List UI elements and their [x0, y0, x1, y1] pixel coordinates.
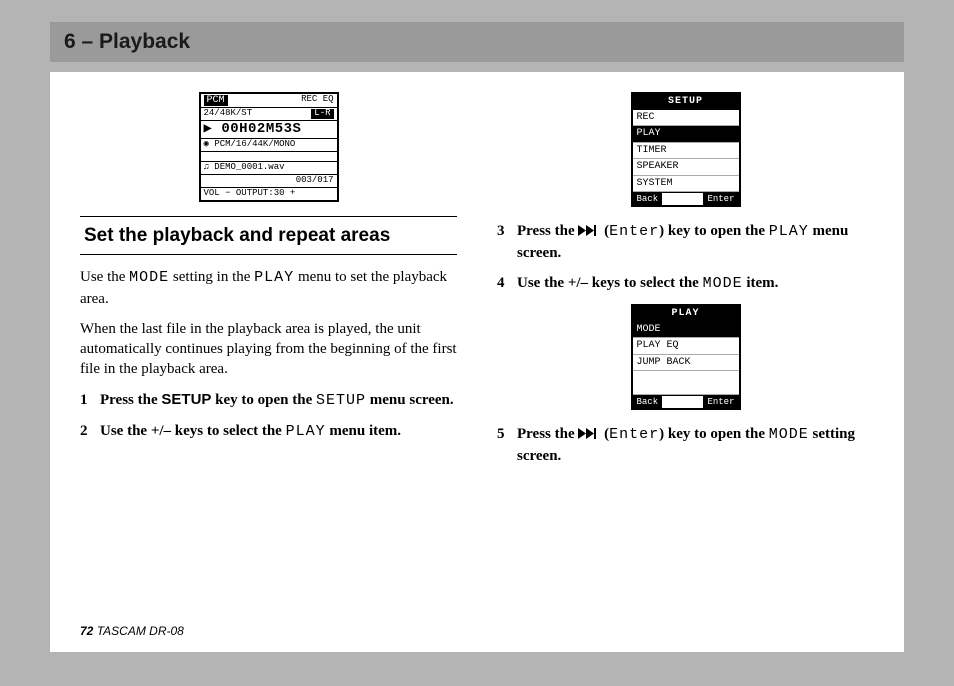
- lcd-menu-item: PLAY EQ: [633, 338, 739, 355]
- mode-label: MODE: [703, 275, 743, 292]
- lcd-setup-menu: SETUP REC PLAY TIMER SPEAKER SYSTEM Back…: [631, 92, 741, 207]
- lcd-menu-item: JUMP BACK: [633, 355, 739, 372]
- step-5: 5 Press the (Enter) key to open the MODE…: [497, 424, 874, 466]
- step-number: 4: [497, 273, 517, 294]
- lcd-menu-footer: Back Enter: [633, 192, 739, 205]
- lcd-volume: VOL − OUTPUT:30 +: [201, 188, 337, 200]
- lcd-back-label: Back: [633, 193, 663, 205]
- lcd-menu-item: SYSTEM: [633, 176, 739, 193]
- chapter-title: 6 – Playback: [64, 30, 190, 53]
- right-column: SETUP REC PLAY TIMER SPEAKER SYSTEM Back…: [497, 92, 874, 614]
- lcd-menu-item: TIMER: [633, 143, 739, 160]
- lcd-main-wrap: PCM REC EQ 24/48K/ST L-R ▶ 00H02M53S ◉ P…: [80, 92, 457, 202]
- lcd-setup-title: SETUP: [633, 94, 739, 110]
- step-number: 1: [80, 390, 100, 411]
- mode-label: MODE: [769, 426, 809, 443]
- setup-menu-label: SETUP: [316, 392, 366, 409]
- step-number: 2: [80, 421, 100, 442]
- page-number: 72: [80, 624, 93, 638]
- lcd-play-title: PLAY: [633, 306, 739, 322]
- left-column: PCM REC EQ 24/48K/ST L-R ▶ 00H02M53S ◉ P…: [80, 92, 457, 614]
- step-number: 3: [497, 221, 517, 263]
- lcd-main-screen: PCM REC EQ 24/48K/ST L-R ▶ 00H02M53S ◉ P…: [199, 92, 339, 202]
- step-body: Use the +/– keys to select the PLAY menu…: [100, 421, 457, 442]
- step-3: 3 Press the (Enter) key to open the PLAY…: [497, 221, 874, 263]
- chapter-header: 6 – Playback: [50, 22, 904, 62]
- lcd-menu-item-selected: MODE: [633, 322, 739, 339]
- page-content: PCM REC EQ 24/48K/ST L-R ▶ 00H02M53S ◉ P…: [50, 72, 904, 652]
- lcd-receq: REC EQ: [301, 95, 333, 106]
- lcd-menu-item: SPEAKER: [633, 159, 739, 176]
- section-heading: Set the playback and repeat areas: [80, 216, 457, 256]
- two-column-layout: PCM REC EQ 24/48K/ST L-R ▶ 00H02M53S ◉ P…: [80, 92, 874, 614]
- play-label: PLAY: [769, 223, 809, 240]
- step-1: 1 Press the SETUP key to open the SETUP …: [80, 390, 457, 411]
- play-label: PLAY: [254, 269, 294, 286]
- lcd-back-label: Back: [633, 396, 663, 408]
- step-2: 2 Use the +/– keys to select the PLAY me…: [80, 421, 457, 442]
- mode-label: MODE: [129, 269, 169, 286]
- page-footer: 72 TASCAM DR-08: [80, 614, 874, 638]
- product-name: TASCAM DR-08: [97, 624, 184, 638]
- fast-forward-icon: [578, 225, 600, 236]
- lcd-format: 24/48K/ST: [204, 109, 253, 119]
- lcd-play-wrap: PLAY MODE PLAY EQ JUMP BACK Back Enter: [497, 304, 874, 410]
- lcd-menu-footer: Back Enter: [633, 395, 739, 408]
- lcd-play-menu: PLAY MODE PLAY EQ JUMP BACK Back Enter: [631, 304, 741, 410]
- enter-label: Enter: [609, 426, 659, 443]
- lcd-filename: ♫ DEMO_0001.wav: [201, 162, 337, 175]
- paragraph-1: Use the MODE setting in the PLAY menu to…: [80, 267, 457, 309]
- step-number: 5: [497, 424, 517, 466]
- step-body: Press the SETUP key to open the SETUP me…: [100, 390, 457, 411]
- fast-forward-icon: [578, 428, 600, 439]
- enter-label: Enter: [609, 223, 659, 240]
- lcd-lr: L-R: [311, 109, 333, 119]
- lcd-menu-item: REC: [633, 110, 739, 127]
- lcd-format2: ◉ PCM/16/44K/MONO: [201, 139, 337, 152]
- step-body: Use the +/– keys to select the MODE item…: [517, 273, 874, 294]
- lcd-enter-label: Enter: [703, 193, 738, 205]
- step-4: 4 Use the +/– keys to select the MODE it…: [497, 273, 874, 294]
- lcd-counter: 003/017: [201, 175, 337, 188]
- step-body: Press the (Enter) key to open the MODE s…: [517, 424, 874, 466]
- step-body: Press the (Enter) key to open the PLAY m…: [517, 221, 874, 263]
- lcd-time: ▶ 00H02M53S: [201, 121, 337, 139]
- lcd-menu-blank: [633, 371, 739, 395]
- lcd-pcm-badge: PCM: [204, 95, 228, 106]
- play-menu-label: PLAY: [286, 423, 326, 440]
- lcd-setup-wrap: SETUP REC PLAY TIMER SPEAKER SYSTEM Back…: [497, 92, 874, 207]
- lcd-enter-label: Enter: [703, 396, 738, 408]
- lcd-menu-item-selected: PLAY: [633, 126, 739, 143]
- paragraph-2: When the last file in the playback area …: [80, 319, 457, 380]
- setup-key-label: SETUP: [161, 391, 211, 408]
